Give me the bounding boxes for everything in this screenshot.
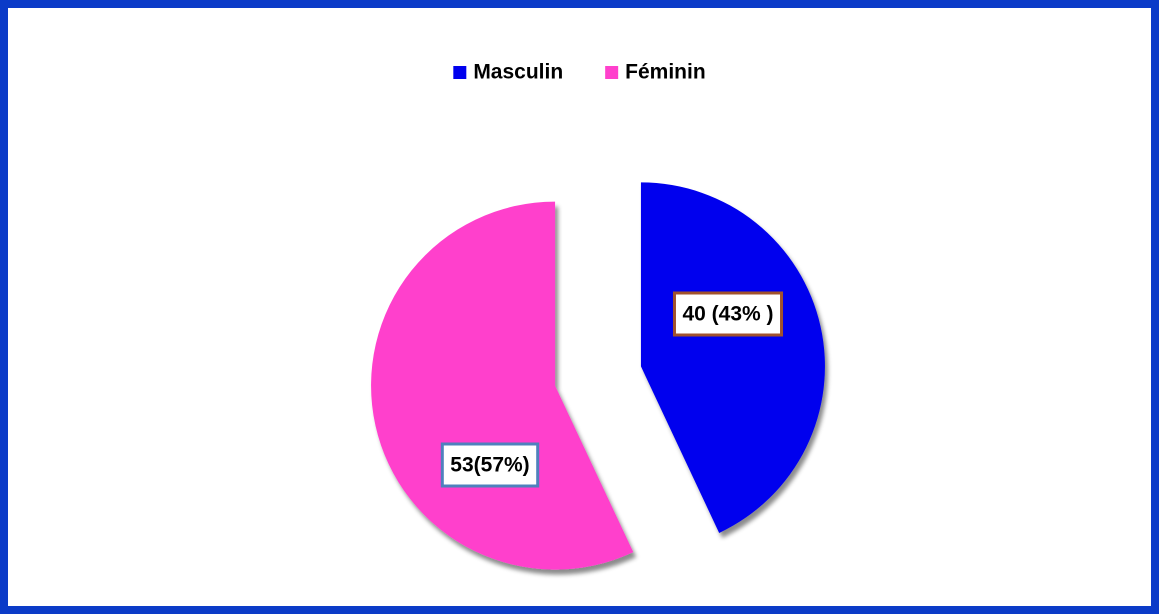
- legend-swatch: [453, 66, 467, 79]
- pie-slice: [640, 182, 825, 533]
- data-label-box: [440, 442, 540, 488]
- data-label-text: 53(57%): [450, 454, 529, 477]
- legend-label: Masculin: [473, 61, 563, 84]
- legend-label: Féminin: [625, 61, 706, 84]
- data-label-text: 40 (43% ): [682, 303, 773, 326]
- legend: Masculin Féminin: [453, 61, 706, 84]
- data-label: 40 (43% ): [672, 291, 784, 337]
- data-label-box: [672, 291, 784, 337]
- legend-swatch: [605, 66, 619, 79]
- pie-slice: [371, 201, 634, 570]
- data-label: 53(57%): [440, 442, 540, 488]
